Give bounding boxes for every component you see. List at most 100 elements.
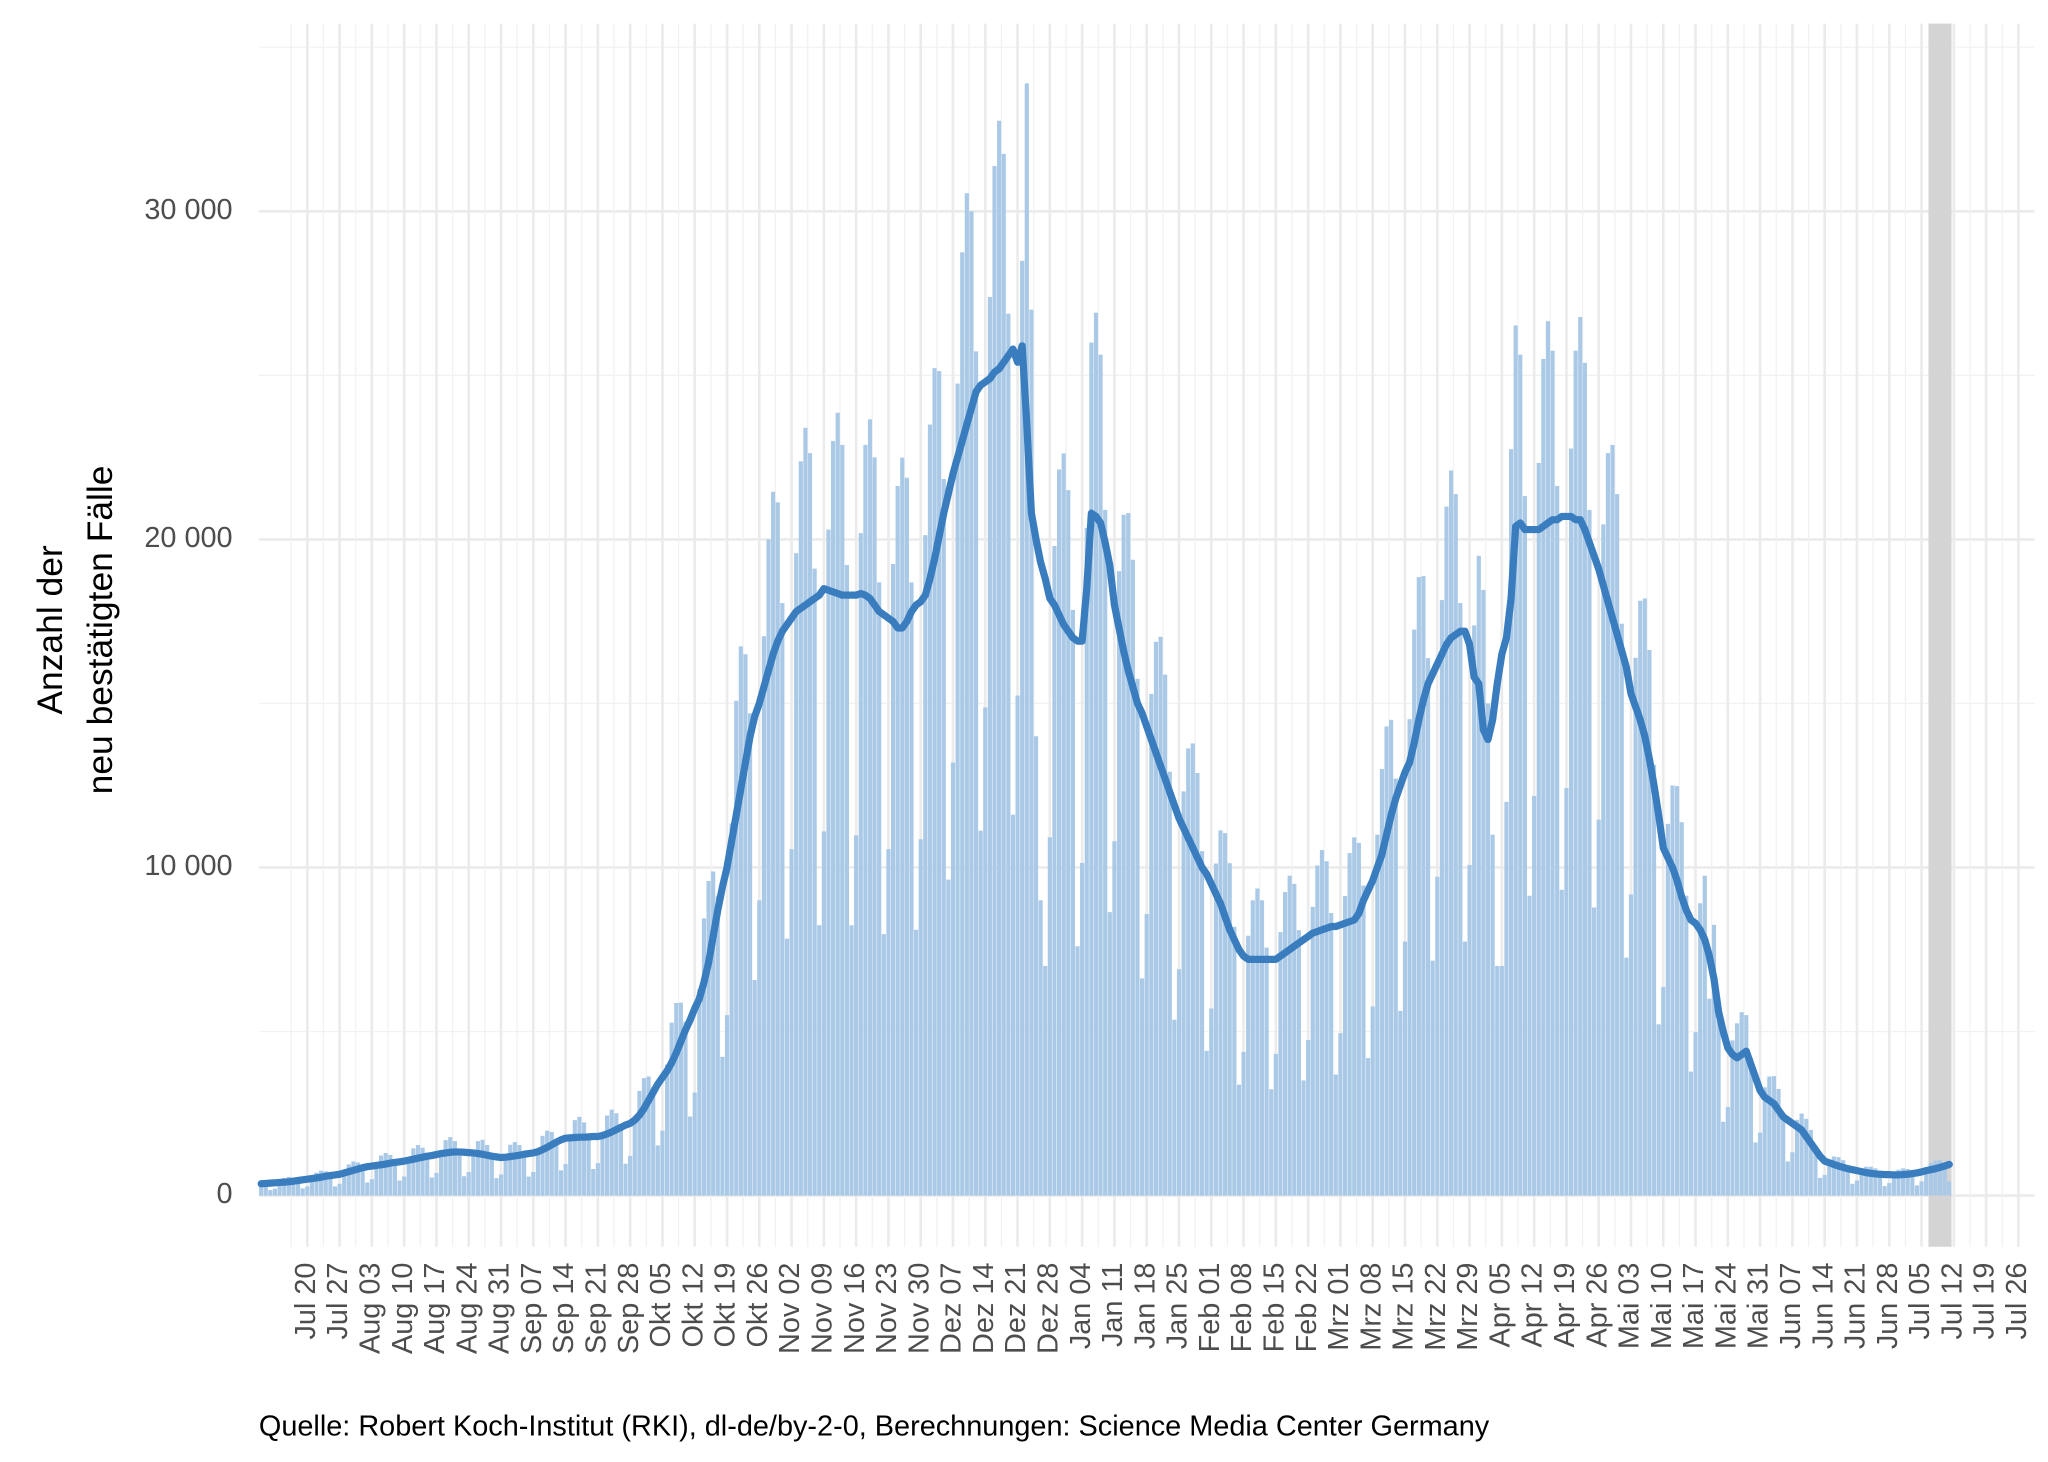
bar [1066, 490, 1071, 1196]
bar [849, 925, 854, 1196]
bar [867, 419, 873, 1196]
bar [983, 707, 988, 1196]
bar [471, 1150, 476, 1196]
bar [1070, 609, 1075, 1196]
bar [1532, 795, 1537, 1196]
bar [881, 934, 886, 1196]
bar [1467, 864, 1472, 1196]
bar [1868, 1166, 1873, 1196]
bar [1550, 350, 1555, 1196]
bar [904, 477, 909, 1196]
bar [1089, 342, 1094, 1196]
bar [1582, 362, 1587, 1196]
x-tick-label: Apr 19 [1549, 1263, 1581, 1348]
x-tick-label: Mai 03 [1614, 1263, 1646, 1350]
bar [1854, 1180, 1860, 1196]
bar [1688, 1071, 1694, 1196]
bar [1813, 1147, 1818, 1196]
bar [480, 1139, 485, 1196]
bar [960, 252, 965, 1196]
bar [1176, 969, 1182, 1196]
bar [1707, 998, 1712, 1196]
bar [1499, 965, 1504, 1196]
x-tick-label: Apr 05 [1484, 1263, 1516, 1348]
bar [674, 1002, 679, 1196]
bar [1370, 1006, 1375, 1196]
bar [1642, 598, 1647, 1196]
bar [900, 457, 905, 1196]
bar [1901, 1168, 1906, 1196]
bar [821, 831, 826, 1196]
bar [1223, 833, 1228, 1196]
bar [1126, 513, 1131, 1196]
x-tick-label: Jul 27 [322, 1263, 354, 1340]
bar [452, 1141, 457, 1196]
bar [1619, 623, 1624, 1196]
bar [927, 424, 933, 1196]
bar [1896, 1169, 1901, 1196]
bar [434, 1172, 439, 1196]
bar [609, 1109, 614, 1196]
x-tick-label: Mai 31 [1743, 1263, 1775, 1350]
bar [973, 351, 979, 1196]
x-tick-label: Sep 14 [548, 1263, 580, 1354]
x-tick-label: Dez 07 [936, 1263, 968, 1354]
bar [1753, 1142, 1758, 1196]
x-tick-label: Jan 18 [1129, 1263, 1161, 1350]
bar [406, 1158, 411, 1196]
bar [1361, 885, 1366, 1196]
bar [706, 880, 711, 1196]
bar [1734, 1023, 1740, 1196]
y-axis-label: Anzahl der [30, 545, 70, 715]
bar [1472, 625, 1477, 1196]
bar [365, 1182, 370, 1196]
bar [268, 1190, 273, 1196]
bar [1508, 449, 1514, 1196]
bar [1121, 514, 1126, 1196]
bar [319, 1170, 324, 1196]
x-tick-label: Nov 09 [806, 1263, 838, 1354]
bar [872, 457, 877, 1196]
bar [831, 440, 836, 1196]
bar [651, 1086, 656, 1196]
bar [1435, 876, 1440, 1196]
caption: Quelle: Robert Koch-Institut (RKI), dl-d… [259, 1411, 1490, 1443]
bar [623, 1163, 628, 1196]
bar [457, 1149, 462, 1196]
bar [1490, 834, 1495, 1196]
bar [1485, 703, 1491, 1196]
bar [895, 485, 900, 1196]
bar [683, 1021, 688, 1196]
bar [1541, 358, 1546, 1196]
bar [1255, 888, 1260, 1196]
bar [1306, 1040, 1311, 1196]
bar [1495, 965, 1500, 1196]
bar [1296, 930, 1301, 1196]
bar [581, 1122, 587, 1196]
bar [438, 1151, 444, 1196]
bar [1827, 1159, 1832, 1196]
y-tick-label: 0 [217, 1178, 233, 1210]
x-tick-label: Sep 07 [516, 1263, 548, 1354]
bar [300, 1188, 305, 1196]
bar [1232, 926, 1237, 1196]
bar [1748, 1057, 1753, 1196]
bar [1333, 1074, 1338, 1196]
bar [1324, 861, 1329, 1196]
bar [1651, 764, 1657, 1196]
bar [747, 713, 753, 1196]
x-tick-label: Aug 17 [419, 1263, 451, 1354]
y-tick-label: 20 000 [144, 522, 232, 554]
bar [1167, 771, 1172, 1196]
bar [941, 479, 946, 1196]
bar [969, 211, 974, 1196]
bar [1647, 649, 1652, 1196]
bar [489, 1154, 494, 1196]
bar [1873, 1168, 1878, 1196]
bar [1315, 865, 1320, 1196]
bar [817, 925, 822, 1196]
bar [392, 1160, 398, 1196]
bar [1236, 1084, 1242, 1196]
bar [1278, 932, 1283, 1196]
